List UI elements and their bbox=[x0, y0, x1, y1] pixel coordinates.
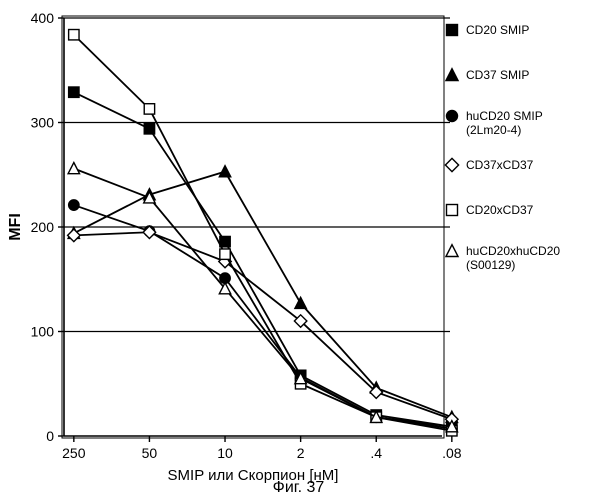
svg-text:huCD20xhuCD20: huCD20xhuCD20 bbox=[466, 244, 560, 258]
svg-text:400: 400 bbox=[31, 10, 55, 26]
svg-text:2: 2 bbox=[297, 445, 305, 461]
svg-text:(2Lm20-4): (2Lm20-4) bbox=[466, 123, 521, 137]
svg-text:100: 100 bbox=[31, 324, 55, 340]
svg-text:MFI: MFI bbox=[7, 213, 24, 241]
svg-text:CD37xCD37: CD37xCD37 bbox=[466, 158, 534, 172]
svg-text:.08: .08 bbox=[442, 445, 462, 461]
svg-text:250: 250 bbox=[62, 445, 86, 461]
svg-text:Фиг. 37: Фиг. 37 bbox=[273, 479, 325, 496]
svg-text:(S00129): (S00129) bbox=[466, 258, 515, 272]
svg-text:CD37 SMIP: CD37 SMIP bbox=[466, 68, 529, 82]
mfi-line-chart: 010020030040025050102.4.08MFISMIP или Ск… bbox=[0, 0, 597, 500]
svg-text:.4: .4 bbox=[370, 445, 382, 461]
svg-text:50: 50 bbox=[142, 445, 158, 461]
svg-text:10: 10 bbox=[217, 445, 233, 461]
svg-text:200: 200 bbox=[31, 219, 55, 235]
svg-text:huCD20 SMIP: huCD20 SMIP bbox=[466, 109, 543, 123]
svg-text:0: 0 bbox=[46, 428, 54, 444]
svg-text:CD20 SMIP: CD20 SMIP bbox=[466, 23, 529, 37]
svg-text:CD20xCD37: CD20xCD37 bbox=[466, 203, 534, 217]
svg-text:300: 300 bbox=[31, 115, 55, 131]
